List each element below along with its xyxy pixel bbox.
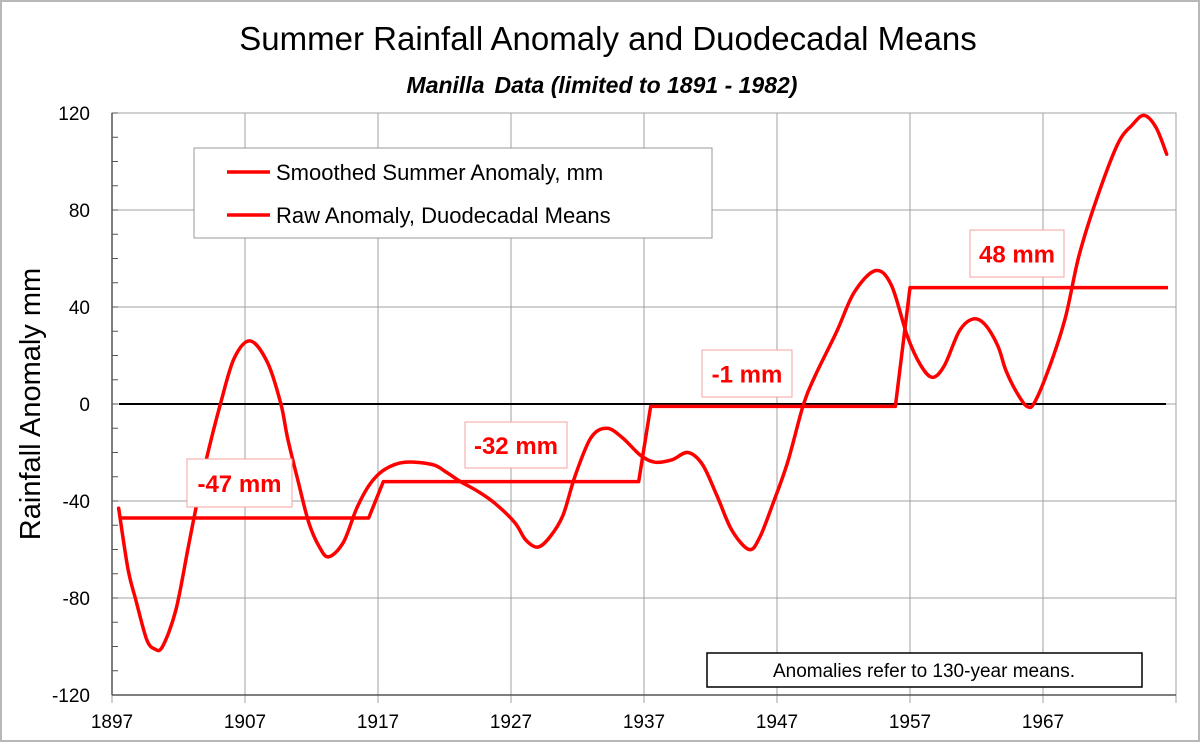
axes: -120 -80 -40 0 40 80 120 1897 1907 1917 1927 1937 19… [52, 104, 1176, 733]
note-frame [706, 652, 1143, 688]
subtitle-place: Manilla [407, 72, 485, 98]
x-tick-label: 1927 [490, 712, 532, 733]
smoothed-anomaly-line [116, 113, 1169, 653]
mean-label: -1 mm [712, 362, 783, 389]
legend-label-smoothed: Smoothed Summer Anomaly, mm [276, 160, 603, 185]
mean-label-box [186, 458, 293, 508]
y-tick-label: 80 [69, 201, 90, 222]
note-text: Anomalies refer to 130-year means. [773, 661, 1075, 682]
note-box: Anomalies refer to 130-year means. [706, 652, 1143, 688]
x-tick-label: 1967 [1022, 712, 1064, 733]
series: -47 mm -32 mm -1 mm 48 mm [116, 113, 1169, 653]
x-tick-label: 1897 [91, 712, 133, 733]
mean-label: -32 mm [474, 433, 558, 460]
x-tick-label: 1907 [224, 712, 266, 733]
x-tick-label: 1937 [623, 712, 665, 733]
y-tick-label: 120 [58, 104, 90, 125]
legend-box [193, 147, 713, 239]
x-tick-label: 1917 [357, 712, 399, 733]
subtitle-rest: Data (limited to 1891 - 1982) [495, 72, 798, 98]
chart-title: Summer Rainfall Anomaly and Duodecadal M… [239, 20, 976, 57]
y-tick-label: -80 [63, 589, 90, 610]
mean-label: 48 mm [979, 242, 1055, 269]
legend-label-means: Raw Anomaly, Duodecadal Means [276, 203, 611, 228]
chart-subtitle: Manilla Data (limited to 1891 - 1982) [407, 72, 798, 98]
mean-label-box [701, 349, 793, 398]
mean-label-box [969, 229, 1065, 278]
x-tick-label: 1957 [889, 712, 931, 733]
mean-label-box [464, 421, 568, 469]
y-axis-label: Rainfall Anomaly mm [15, 268, 47, 540]
y-tick-label: -120 [52, 686, 90, 707]
duodecadal-means-line [118, 285, 1169, 520]
y-tick-label: 40 [69, 298, 90, 319]
mean-label: -47 mm [197, 471, 281, 498]
x-tick-label: 1947 [756, 712, 798, 733]
legend: Smoothed Summer Anomaly, mm Raw Anomaly,… [193, 147, 713, 239]
y-tick-label: -40 [63, 492, 90, 513]
y-tick-label: 0 [79, 395, 90, 416]
